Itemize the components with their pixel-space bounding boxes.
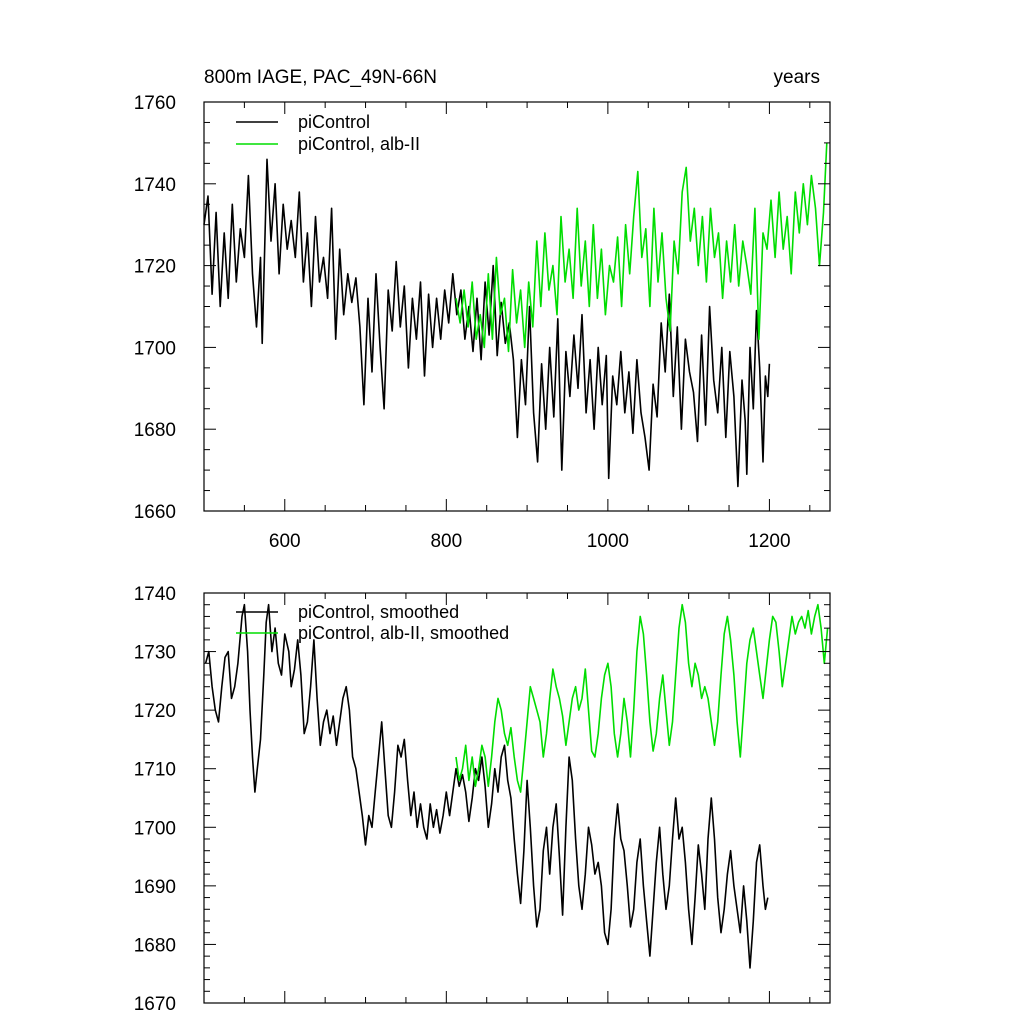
figure-title: 800m IAGE, PAC_49N-66N	[204, 67, 437, 88]
units-label: years	[774, 67, 820, 88]
y-tick-label: 1700	[134, 338, 176, 359]
top-panel: 600 800 1000 1200 1660 1680 1700 1720 1740 1760 pi…	[134, 93, 831, 552]
x-tick-label: 1000	[587, 531, 629, 552]
y-tick-label: 1710	[134, 760, 176, 781]
y-tick-label: 1680	[134, 935, 176, 956]
legend-label: piControl, alb-II	[298, 134, 420, 154]
x-tick-label: 800	[430, 531, 462, 552]
y-tick-label: 1760	[134, 93, 176, 114]
x-tick-label: 1200	[748, 531, 790, 552]
y-tick-label: 1690	[134, 877, 176, 898]
y-tick-label: 1700	[134, 818, 176, 839]
y-tick-label: 1740	[134, 175, 176, 196]
y-tick-label: 1720	[134, 257, 176, 278]
y-tick-label: 1720	[134, 701, 176, 722]
series-line-1-1	[455, 603, 829, 793]
series-line-1-0	[204, 603, 769, 969]
y-tick-label: 1730	[134, 643, 176, 664]
series-line-0-0	[203, 158, 771, 488]
bottom-panel: 1670 1680 1690 1700 1710 1720 1730 1740 piContro…	[134, 584, 831, 1015]
legend-label: piControl, smoothed	[298, 602, 459, 622]
y-tick-label: 1680	[134, 420, 176, 441]
legend-label: piControl, alb-II, smoothed	[298, 623, 509, 643]
plot-frame	[203, 592, 831, 1004]
x-tick-label: 600	[269, 531, 301, 552]
y-tick-label: 1670	[134, 994, 176, 1015]
legend-label: piControl	[298, 112, 370, 132]
y-tick-label: 1660	[134, 502, 176, 523]
series-line-0-1	[455, 142, 828, 353]
y-tick-label: 1740	[134, 584, 176, 605]
